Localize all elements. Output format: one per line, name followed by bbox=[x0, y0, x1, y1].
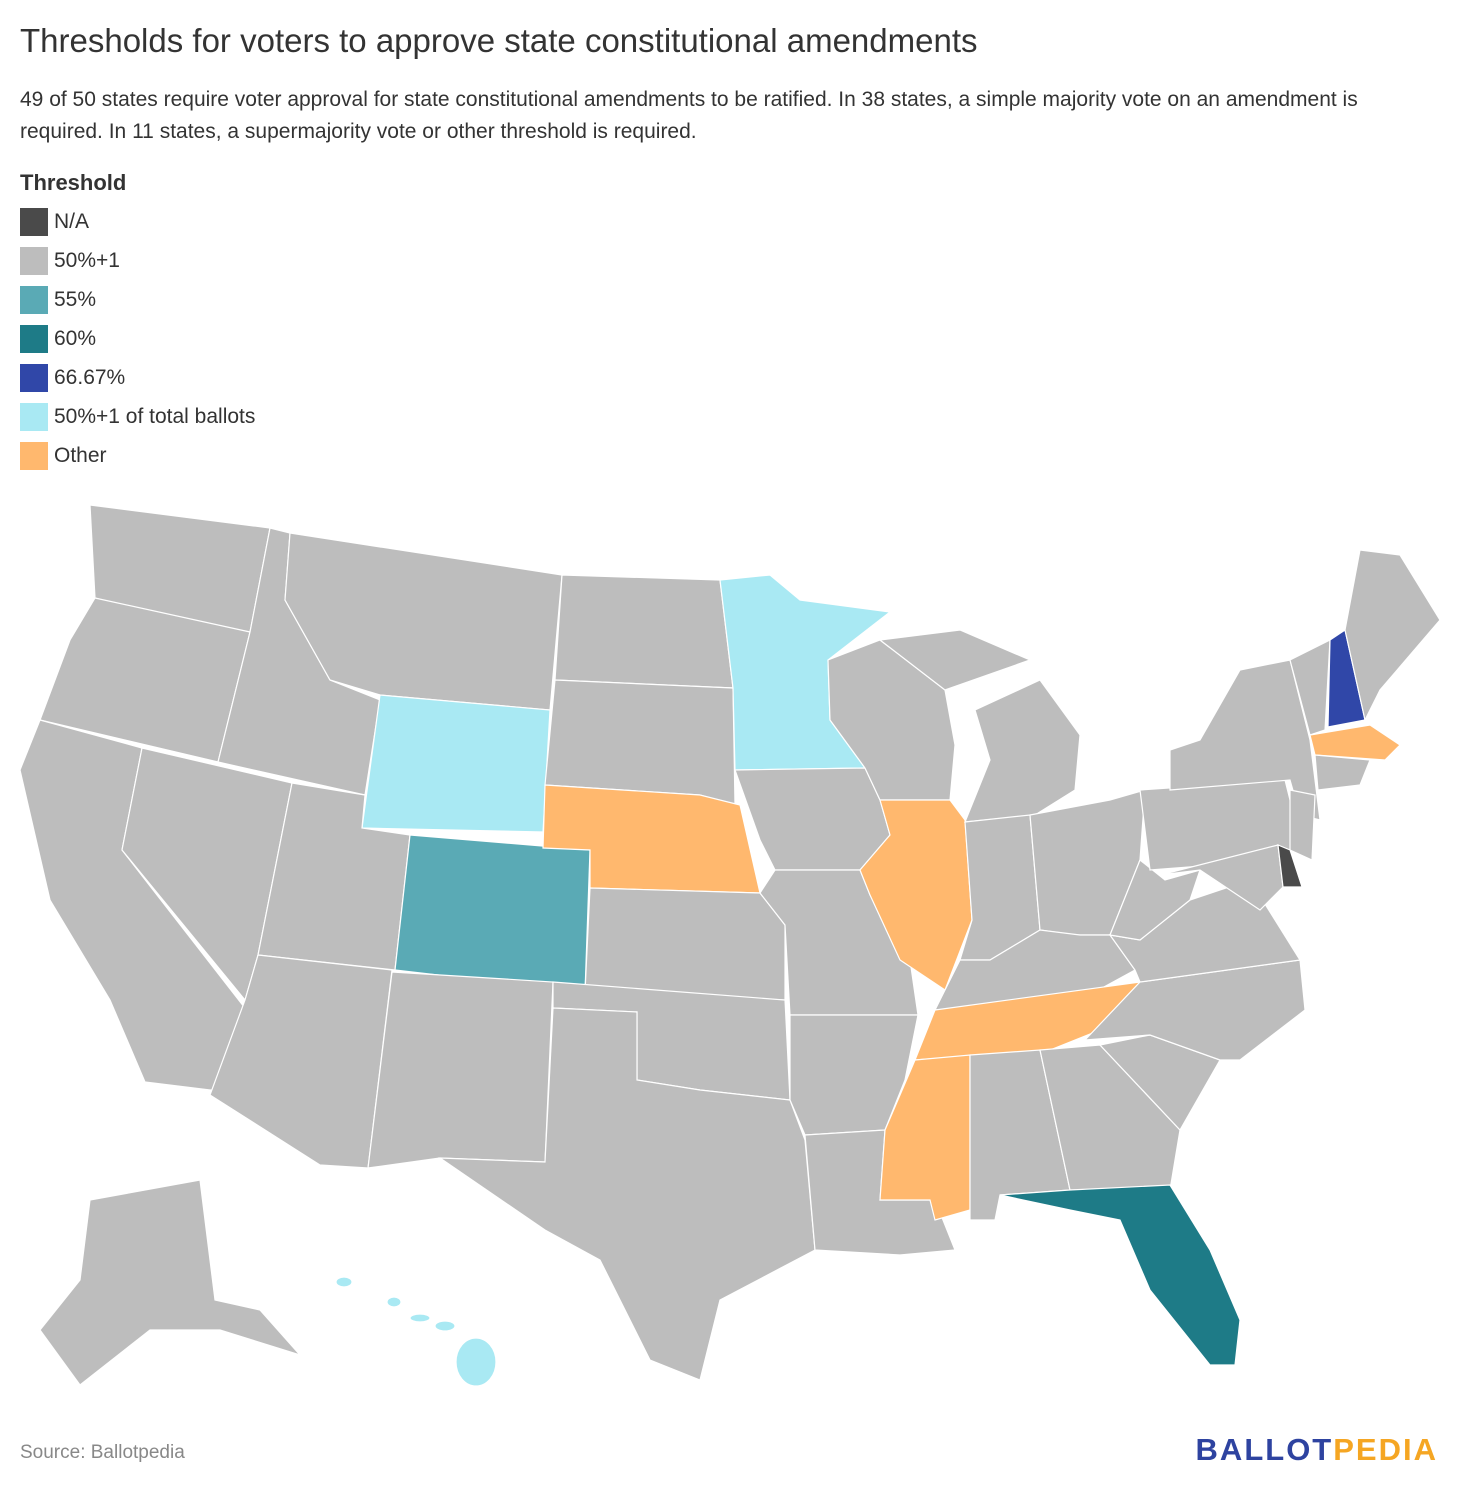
logo-part: PEDIA bbox=[1333, 1432, 1438, 1467]
state bbox=[1309, 724, 1401, 761]
state bbox=[1344, 549, 1441, 722]
legend-swatch bbox=[20, 364, 48, 392]
state bbox=[455, 1337, 497, 1387]
legend-title: Threshold bbox=[20, 170, 127, 195]
legend-label: N/A bbox=[54, 210, 90, 233]
state bbox=[39, 1179, 302, 1386]
legend-item: N/A bbox=[20, 208, 89, 236]
legend-swatch bbox=[20, 286, 48, 314]
state bbox=[394, 834, 591, 993]
state bbox=[999, 1184, 1241, 1366]
legend-label: Other bbox=[54, 444, 107, 467]
state bbox=[878, 629, 1032, 691]
state bbox=[434, 1320, 456, 1332]
legend-swatch bbox=[20, 247, 48, 275]
state bbox=[1277, 844, 1303, 888]
state bbox=[1289, 639, 1331, 736]
states bbox=[19, 504, 1441, 1387]
title: Thresholds for voters to approve state c… bbox=[20, 22, 978, 59]
legend-label: 55% bbox=[54, 288, 97, 311]
logo: BALLOTPEDIA bbox=[1196, 1432, 1438, 1468]
legend-label: 50%+1 bbox=[54, 249, 120, 272]
state bbox=[437, 1007, 816, 1381]
state bbox=[859, 799, 973, 991]
state bbox=[1039, 1044, 1181, 1191]
legend-label: 66.67% bbox=[54, 366, 126, 389]
state bbox=[1289, 789, 1316, 861]
state bbox=[39, 597, 251, 763]
state bbox=[409, 1313, 431, 1323]
source: Source: Ballotpedia bbox=[20, 1442, 185, 1463]
state bbox=[554, 574, 734, 689]
legend-item: 50%+1 of total ballots bbox=[20, 403, 255, 431]
state bbox=[964, 679, 1081, 823]
state bbox=[1314, 754, 1371, 791]
legend-item: 50%+1 bbox=[20, 247, 120, 275]
logo-part: BALLOT bbox=[1195, 1432, 1334, 1467]
state bbox=[914, 981, 1142, 1061]
state bbox=[386, 1296, 402, 1308]
legend-swatch bbox=[20, 403, 48, 431]
state bbox=[361, 694, 551, 833]
state bbox=[367, 971, 554, 1169]
legend-swatch bbox=[20, 325, 48, 353]
legend-label: 50%+1 of total ballots bbox=[54, 405, 256, 428]
legend-swatch bbox=[20, 208, 48, 236]
state bbox=[584, 887, 786, 1001]
state bbox=[209, 954, 393, 1169]
state bbox=[1159, 844, 1284, 911]
legend-item: 55% bbox=[20, 286, 96, 314]
legend-item: 60% bbox=[20, 325, 96, 353]
state bbox=[734, 767, 891, 871]
state bbox=[335, 1276, 353, 1288]
subtitle: 49 of 50 states require voter approval f… bbox=[20, 88, 1358, 143]
legend-item: 66.67% bbox=[20, 364, 125, 392]
legend-swatch bbox=[20, 442, 48, 470]
legend-label: 60% bbox=[54, 327, 97, 350]
legend-item: Other bbox=[20, 442, 107, 470]
